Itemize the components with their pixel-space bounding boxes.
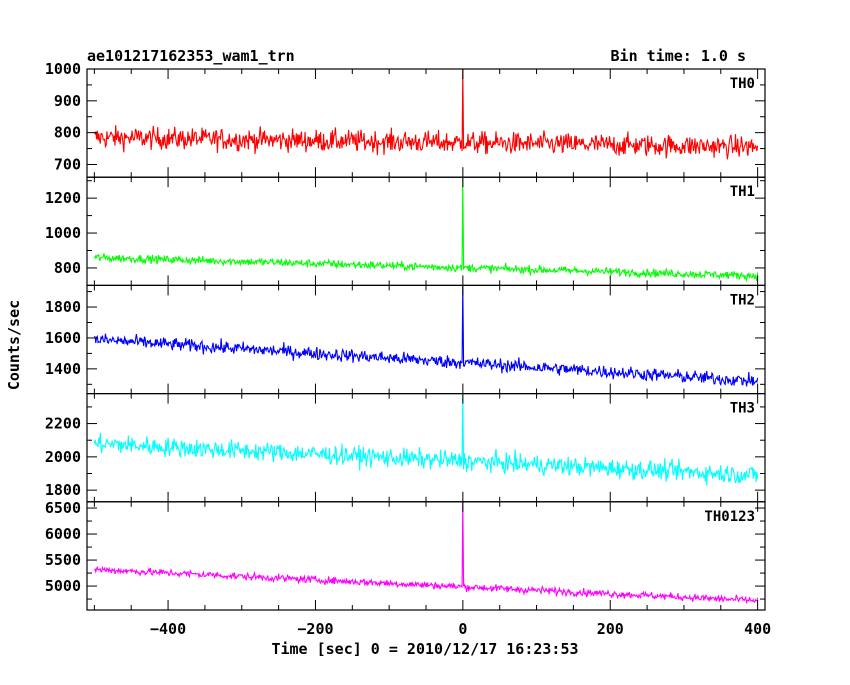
y-tick-label: 2200 xyxy=(45,415,81,433)
chart-title: ae101217162353_wam1_trn xyxy=(87,47,295,65)
y-tick-label: 5000 xyxy=(45,577,81,595)
panel-frame xyxy=(86,176,766,286)
y-tick-label: 1600 xyxy=(45,329,81,347)
panel-th0123: 5000 5500 6000 6500 TH0123 xyxy=(45,499,766,611)
x-tick-label: 400 xyxy=(744,620,771,638)
panel-label-th3: TH3 xyxy=(730,401,755,417)
y-tick-label: 800 xyxy=(54,124,81,142)
panel-frame xyxy=(86,501,766,611)
series-line-th1 xyxy=(93,177,759,283)
x-axis-title: Time [sec] 0 = 2010/12/17 16:23:53 xyxy=(271,640,578,658)
y-tick-label: 6500 xyxy=(45,499,81,517)
x-tick-label: 0 xyxy=(458,620,467,638)
panel-label-th2: TH2 xyxy=(730,292,755,308)
x-tick-label: 200 xyxy=(597,620,624,638)
y-tick-label: 1200 xyxy=(45,189,81,207)
x-tick-labels: −400 −200 0 200 400 xyxy=(150,620,771,638)
panel-th3: 1800 2000 2200 TH3 xyxy=(45,393,766,503)
y-tick-label: 5500 xyxy=(45,551,81,569)
y-tick-label: 1000 xyxy=(45,60,81,78)
panels-group: 700 800 900 1000 TH0 800 1000 1200 TH1 1400 1600 18… xyxy=(45,60,766,611)
x-tick-label: −200 xyxy=(297,620,333,638)
panel-th1: 800 1000 1200 TH1 xyxy=(45,176,766,286)
panel-frame xyxy=(86,68,766,178)
series-line-th0123 xyxy=(93,501,759,604)
y-tick-label: 6000 xyxy=(45,525,81,543)
panel-label-th1: TH1 xyxy=(730,184,755,200)
y-tick-label: 800 xyxy=(54,259,81,277)
y-tick-label: 1400 xyxy=(45,360,81,378)
series-line-th2 xyxy=(93,285,759,387)
y-axis-title: Counts/sec xyxy=(5,300,23,390)
panel-frame xyxy=(86,284,766,395)
series-line-th0 xyxy=(93,68,759,160)
x-tick-label: −400 xyxy=(150,620,186,638)
panel-th2: 1400 1600 1800 TH2 xyxy=(45,284,766,395)
y-tick-label: 1800 xyxy=(45,481,81,499)
panel-label-th0: TH0 xyxy=(730,76,755,92)
y-tick-label: 2000 xyxy=(45,448,81,466)
y-tick-label: 900 xyxy=(54,92,81,110)
y-tick-label: 1000 xyxy=(45,224,81,242)
y-tick-label: 700 xyxy=(54,155,81,173)
series-line-th3 xyxy=(93,393,759,486)
bin-time-label: Bin time: 1.0 s xyxy=(611,47,746,65)
panel-label-th0123: TH0123 xyxy=(704,509,755,525)
panel-th0: 700 800 900 1000 TH0 xyxy=(45,60,766,178)
y-tick-label: 1800 xyxy=(45,298,81,316)
